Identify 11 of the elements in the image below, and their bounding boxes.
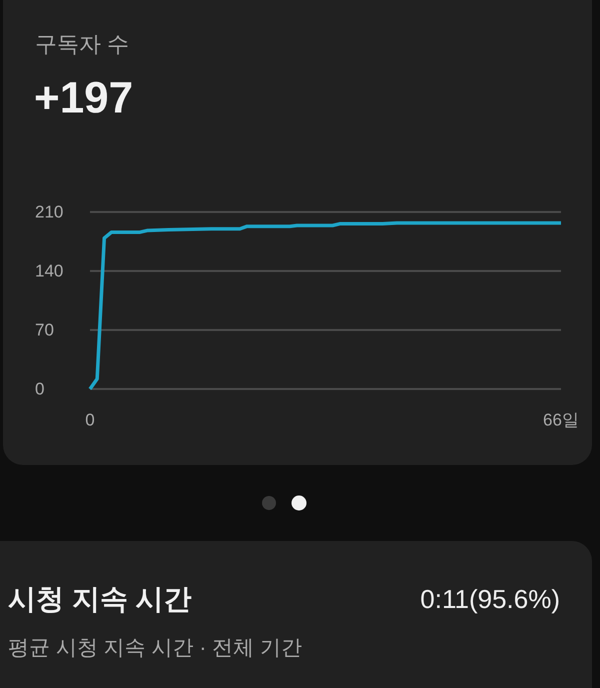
annotation: 0:11(95.6%) [420, 584, 560, 614]
ytick: 0 [35, 380, 44, 398]
title: 시청 지속 시간 [8, 584, 192, 614]
subtitle: +197 [34, 74, 134, 122]
title: 구독자 수 [35, 32, 130, 56]
annotation: 평균 시청 지속 시간 · 전체 기간 [8, 636, 302, 660]
ytick: 70 [35, 320, 54, 340]
xtick: 66일 [543, 410, 579, 430]
ytick: 140 [35, 262, 64, 280]
ytick: 210 [35, 202, 64, 222]
xtick: 0 [85, 410, 95, 430]
